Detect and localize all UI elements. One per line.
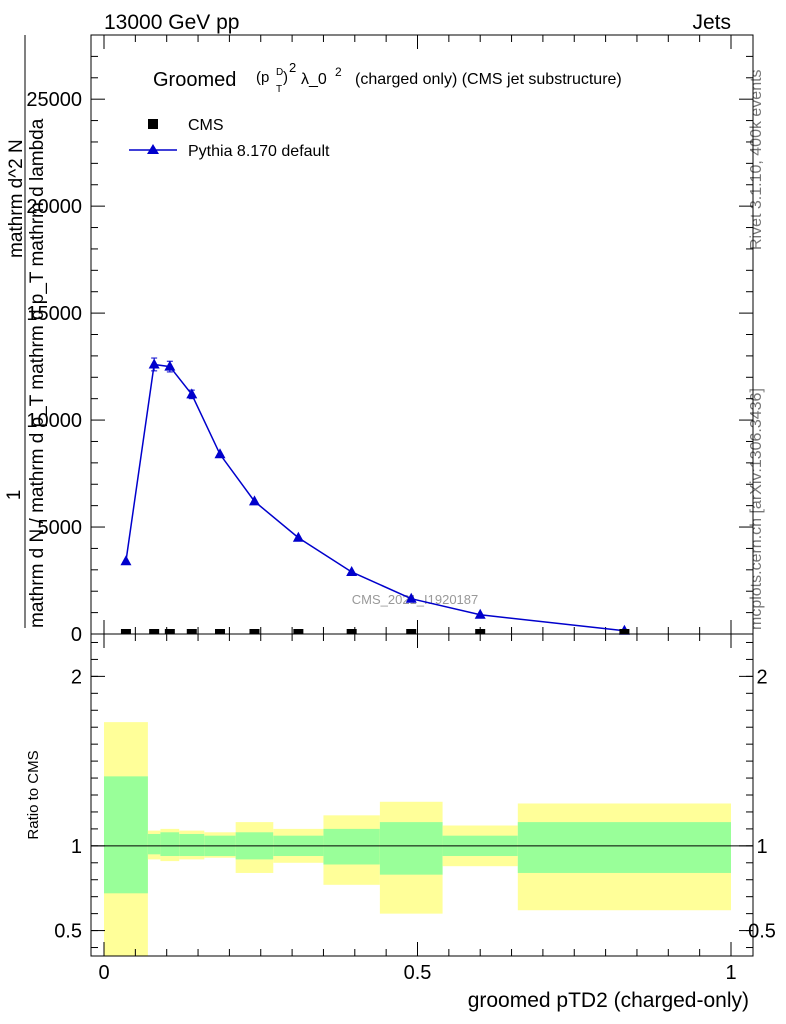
plot-title-lambda: λ_0 [301,71,327,88]
ratio-green-band [179,833,205,857]
pythia-point [164,360,176,371]
pythia-point [248,495,260,506]
ratio-plot: 0.5 0.5 1 1 2 2 0 0.5 1 Ratio to CMS groomed pTD… [25,633,776,1012]
x-tick-label: 1 [725,962,736,984]
legend-cms-marker [148,119,158,129]
main-ytick-label: 10000 [26,410,82,432]
ratio-green-band [379,822,443,875]
ratio-green-band [147,833,161,855]
pythia-line [125,363,625,632]
ratio-frame [90,633,754,957]
ratio-ytick-label-right: 1 [756,836,767,858]
pythia-point [405,592,417,603]
ratio-ytick-label: 1 [71,836,82,858]
ratio-green-band [323,828,380,865]
y-label-numerator: mathrm d^2 N [6,139,27,258]
cms-point [406,629,417,634]
main-plot: CMS_2021_I1920187 0500010000150002000025… [4,34,754,646]
plot-title-pt-close: ) [283,69,288,86]
plot-title-pt: (p [256,69,269,86]
cms-point [475,629,486,634]
x-tick-label: 0.5 [404,962,432,984]
plot-title-lambda-sup: 2 [335,65,342,79]
ratio-ytick-label-right: 0.5 [748,921,776,943]
cms-point [249,629,260,634]
main-ytick-label: 0 [71,624,82,646]
plot-title-main: Groomed [153,69,236,91]
main-ytick-label: 15000 [26,303,82,325]
plot-title-square: 2 [289,60,296,75]
cms-point [120,629,131,634]
plot-title-suffix: (charged only) (CMS jet substructure) [355,71,622,88]
category-label: Jets [692,11,731,34]
main-ytick-label: 5000 [38,517,83,539]
x-axis-label: groomed pTD2 (charged-only) [468,989,749,1012]
pythia-point [186,388,198,399]
cms-point [346,629,357,634]
legend-pythia-label: Pythia 8.170 default [188,143,330,160]
legend: CMS Pythia 8.170 default [129,117,330,160]
ratio-ytick-label: 2 [71,666,82,688]
main-axis-ticks: 0 5000 10000 15000 20000 25000 [26,34,753,646]
pythia-point [474,608,486,619]
ratio-green-band [104,776,148,894]
ratio-bands [104,722,731,956]
plot-title-pt-sub: T [276,84,282,95]
rivet-version-label: Rivet 3.1.10, 400k events [748,69,765,250]
cms-point [619,629,630,634]
energy-label: 13000 GeV pp [104,11,239,34]
pythia-point [120,555,132,566]
y-label-fraction-num: 1 [4,490,25,501]
pythia-point [148,358,160,369]
main-ytick-label: 20000 [26,196,82,218]
ratio-ytick-label: 0.5 [54,921,82,943]
plot-title-pt-sup: D [276,67,283,78]
legend-cms-label: CMS [188,117,224,134]
cms-point [214,629,225,634]
y-label-denominator: mathrm d N / mathrm d p_T mathrm d p_T m… [27,118,48,628]
cms-point [164,629,175,634]
x-tick-label: 0 [98,962,109,984]
mcplots-label: mcplots.cern.ch [arXiv:1306.3436] [748,388,765,630]
ratio-green-band [160,832,180,857]
ratio-y-label: Ratio to CMS [25,750,42,839]
main-ytick-label: 25000 [26,89,82,111]
ratio-green-band [517,822,731,873]
cms-point [149,629,160,634]
pythia-point [346,565,358,576]
ratio-ytick-label-right: 2 [756,666,767,688]
cms-point [186,629,197,634]
cms-point [293,629,304,634]
main-series [120,357,630,635]
ratio-axis-ticks: 0.5 0.5 1 1 2 2 0 0.5 1 [54,634,776,984]
legend-pythia-marker [147,144,159,154]
pythia-point [214,448,226,459]
pythia-point [292,531,304,542]
